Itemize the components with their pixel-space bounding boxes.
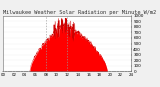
Text: Milwaukee Weather Solar Radiation per Minute W/m2 (Last 24 Hours): Milwaukee Weather Solar Radiation per Mi… bbox=[3, 10, 160, 15]
